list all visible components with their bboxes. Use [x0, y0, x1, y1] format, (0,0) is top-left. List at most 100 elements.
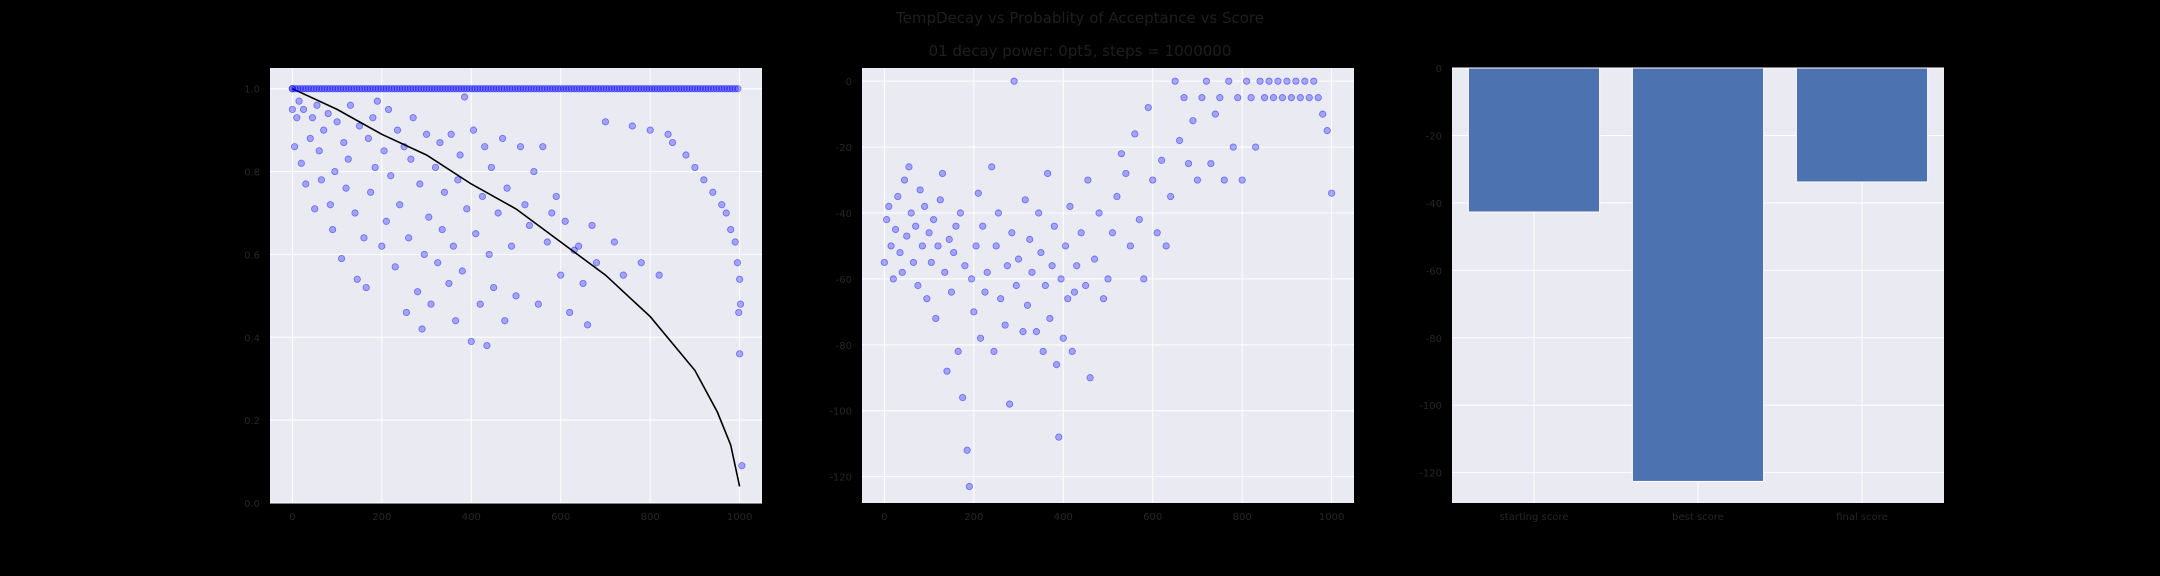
data-point — [1019, 328, 1027, 336]
data-point — [413, 288, 422, 296]
data-point — [472, 230, 480, 238]
x-tick-label: 0 — [881, 512, 887, 523]
data-point — [961, 262, 969, 270]
data-point — [438, 225, 446, 234]
x-tick-label: 1000 — [727, 512, 752, 523]
data-point — [1070, 288, 1079, 296]
data-point — [1032, 328, 1041, 336]
data-point — [731, 85, 739, 93]
data-point — [422, 130, 431, 138]
data-point — [1283, 77, 1291, 85]
data-point — [444, 85, 452, 93]
data-point — [1319, 110, 1327, 118]
data-point — [498, 134, 507, 143]
data-point — [1066, 202, 1074, 211]
data-point — [597, 85, 605, 93]
data-point — [1265, 77, 1273, 85]
data-point — [956, 209, 965, 217]
data-point — [467, 337, 475, 346]
data-point — [362, 283, 370, 292]
data-point — [1037, 248, 1045, 257]
data-point — [344, 155, 352, 163]
data-point — [382, 85, 390, 93]
data-point — [1256, 77, 1264, 85]
data-point — [551, 85, 559, 93]
data-point — [416, 180, 424, 188]
data-point — [936, 196, 944, 204]
data-point — [396, 201, 404, 209]
data-point — [288, 105, 296, 114]
data-point — [685, 85, 694, 93]
data-point — [682, 151, 690, 159]
data-point — [1035, 209, 1043, 217]
data-point — [350, 85, 358, 93]
data-point — [925, 229, 933, 237]
data-point — [655, 271, 663, 279]
data-point — [388, 85, 396, 93]
data-point — [1278, 94, 1287, 102]
data-point — [384, 105, 393, 114]
data-point — [512, 292, 520, 300]
data-point — [905, 163, 913, 171]
data-point — [880, 258, 888, 267]
data-point — [1023, 301, 1032, 309]
data-point — [632, 85, 640, 93]
data-point — [434, 259, 442, 267]
data-point — [600, 85, 608, 93]
data-point — [333, 118, 341, 126]
bar — [1467, 67, 1601, 213]
data-point — [543, 85, 551, 93]
data-point — [307, 85, 315, 93]
data-point — [668, 138, 677, 147]
data-point — [377, 85, 385, 93]
data-point — [885, 202, 893, 211]
data-point — [1082, 281, 1090, 290]
data-point — [929, 215, 938, 224]
x-tick-label: 200 — [964, 512, 983, 523]
data-point — [997, 295, 1005, 303]
data-point — [340, 138, 348, 147]
data-point — [1193, 176, 1202, 184]
data-point — [720, 85, 729, 93]
x-tick-label: best score — [1672, 512, 1724, 523]
data-point — [465, 85, 474, 93]
data-point — [669, 85, 678, 93]
data-point — [1108, 229, 1117, 237]
data-point — [559, 85, 568, 93]
data-point — [492, 85, 500, 93]
data-point — [471, 85, 479, 93]
data-point — [1001, 321, 1009, 329]
data-point — [1090, 255, 1099, 263]
data-point — [1292, 77, 1300, 85]
data-point — [337, 85, 345, 93]
data-point — [1003, 262, 1011, 270]
y-tick-label: 1.0 — [244, 85, 260, 96]
data-point — [449, 85, 457, 93]
data-point — [317, 176, 326, 184]
data-point — [1149, 176, 1157, 184]
data-point — [501, 317, 509, 325]
data-point — [479, 85, 487, 93]
data-point — [653, 85, 661, 93]
bar — [1795, 67, 1929, 183]
data-point — [1252, 143, 1260, 151]
data-point — [436, 85, 444, 93]
data-point — [589, 85, 597, 93]
y-tick-label: -80 — [1426, 334, 1442, 345]
data-point — [691, 163, 699, 172]
data-point — [573, 85, 581, 93]
data-point — [347, 85, 356, 93]
data-point — [535, 85, 543, 93]
data-point — [566, 308, 574, 317]
data-point — [409, 85, 417, 93]
data-point — [409, 114, 417, 122]
data-point — [1131, 130, 1139, 138]
data-point — [487, 85, 495, 93]
data-point — [950, 248, 958, 257]
data-point — [1061, 242, 1070, 250]
data-point — [302, 180, 310, 188]
data-point — [463, 85, 471, 93]
data-point — [923, 295, 931, 303]
data-point — [425, 213, 433, 221]
